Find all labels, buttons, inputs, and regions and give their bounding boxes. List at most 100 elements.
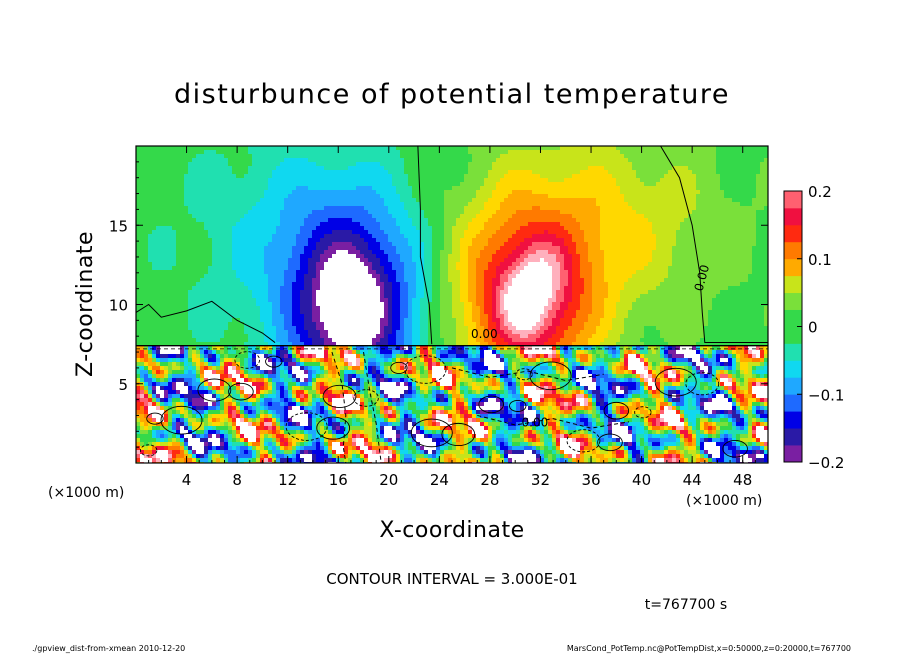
heatmap-cell	[348, 246, 353, 251]
heatmap-cell	[228, 294, 233, 299]
heatmap-cell	[328, 250, 333, 255]
heatmap-cell	[284, 210, 289, 215]
heatmap-cell	[348, 314, 353, 319]
heatmap-cell	[272, 270, 277, 275]
heatmap-cell	[336, 286, 341, 291]
heatmap-cell	[288, 174, 293, 179]
heatmap-cell	[144, 270, 149, 275]
heatmap-cell	[372, 218, 377, 223]
heatmap-cell	[296, 186, 301, 191]
heatmap-cell	[308, 438, 313, 443]
heatmap-cell	[208, 206, 213, 211]
heatmap-cell	[204, 258, 209, 263]
heatmap-cell	[208, 238, 213, 243]
heatmap-cell	[184, 446, 189, 451]
heatmap-cell	[200, 318, 205, 323]
heatmap-cell	[316, 314, 321, 319]
heatmap-cell	[316, 218, 321, 223]
heatmap-cell	[184, 298, 189, 303]
heatmap-cell	[208, 442, 213, 447]
heatmap-cell	[144, 342, 149, 347]
heatmap-cell	[316, 266, 321, 271]
heatmap-cell	[380, 146, 385, 151]
heatmap-cell	[200, 398, 205, 403]
heatmap-cell	[340, 346, 345, 351]
heatmap-cell	[236, 322, 241, 327]
heatmap-cell	[184, 250, 189, 255]
heatmap-cell	[324, 458, 329, 463]
heatmap-cell	[224, 374, 229, 379]
heatmap-cell	[300, 434, 305, 439]
heatmap-cell	[320, 402, 325, 407]
heatmap-cell	[324, 426, 329, 431]
heatmap-cell	[292, 294, 297, 299]
heatmap-cell	[168, 162, 173, 167]
heatmap-cell	[296, 378, 301, 383]
heatmap-cell	[156, 406, 161, 411]
heatmap-cell	[268, 194, 273, 199]
heatmap-cell	[352, 262, 357, 267]
heatmap-cell	[380, 418, 385, 423]
heatmap-cell	[240, 170, 245, 175]
heatmap-cell	[384, 250, 389, 255]
heatmap-cell	[140, 354, 145, 359]
heatmap-cell	[312, 386, 317, 391]
heatmap-cell	[140, 230, 145, 235]
heatmap-cell	[176, 190, 181, 195]
heatmap-cell	[368, 230, 373, 235]
heatmap-cell	[148, 302, 153, 307]
heatmap-cell	[340, 406, 345, 411]
heatmap-cell	[288, 198, 293, 203]
heatmap-cell	[324, 150, 329, 155]
heatmap-cell	[156, 290, 161, 295]
heatmap-cell	[344, 430, 349, 435]
heatmap-cell	[328, 318, 333, 323]
heatmap-cell	[344, 390, 349, 395]
heatmap-cell	[244, 182, 249, 187]
heatmap-cell	[356, 414, 361, 419]
heatmap-cell	[360, 306, 365, 311]
heatmap-cell	[164, 230, 169, 235]
heatmap-cell	[300, 374, 305, 379]
heatmap-cell	[356, 194, 361, 199]
heatmap-cell	[300, 190, 305, 195]
heatmap-cell	[312, 338, 317, 343]
heatmap-cell	[284, 190, 289, 195]
heatmap-cell	[172, 246, 177, 251]
heatmap-cell	[260, 282, 265, 287]
heatmap-cell	[168, 234, 173, 239]
heatmap-cell	[340, 290, 345, 295]
heatmap-cell	[288, 278, 293, 283]
heatmap-cell	[204, 454, 209, 459]
heatmap-cell	[332, 394, 337, 399]
heatmap-cell	[248, 174, 253, 179]
heatmap-cell	[252, 274, 257, 279]
heatmap-cell	[304, 398, 309, 403]
heatmap-cell	[260, 218, 265, 223]
heatmap-cell	[196, 194, 201, 199]
heatmap-cell	[328, 314, 333, 319]
heatmap-cell	[260, 210, 265, 215]
heatmap-cell	[384, 242, 389, 247]
heatmap-cell	[336, 242, 341, 247]
heatmap-cell	[184, 434, 189, 439]
heatmap-cell	[324, 386, 329, 391]
heatmap-cell	[344, 258, 349, 263]
heatmap-cell	[232, 206, 237, 211]
heatmap-cell	[236, 274, 241, 279]
heatmap-cell	[212, 194, 217, 199]
heatmap-cell	[380, 430, 385, 435]
heatmap-cell	[272, 422, 277, 427]
heatmap-cell	[136, 422, 141, 427]
heatmap-cell	[212, 274, 217, 279]
heatmap-cell	[236, 314, 241, 319]
heatmap-cell	[280, 214, 285, 219]
heatmap-cell	[144, 226, 149, 231]
heatmap-cell	[200, 374, 205, 379]
heatmap-cell	[272, 330, 277, 335]
heatmap-cell	[216, 290, 221, 295]
heatmap-cell	[376, 282, 381, 287]
heatmap-cell	[148, 458, 153, 463]
heatmap-cell	[260, 158, 265, 163]
heatmap-field	[136, 146, 768, 463]
